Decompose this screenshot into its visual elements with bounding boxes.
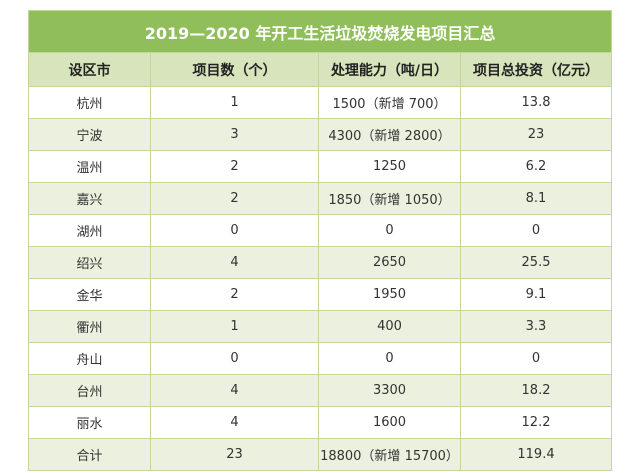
table-cell: 4 — [150, 374, 319, 407]
table-cell: 1250 — [318, 150, 461, 183]
table-row: 宁波 3 4300（新增 2800） 23 — [28, 118, 613, 151]
table-cell: 温州 — [28, 150, 151, 183]
table-row: 丽水 4 1600 12.2 — [28, 406, 613, 439]
table-cell: 衢州 — [28, 310, 151, 343]
table-cell: 12.2 — [459, 406, 613, 439]
table-cell: 4 — [150, 246, 319, 279]
table-cell: 0 — [150, 214, 319, 247]
table-cell: 13.8 — [459, 86, 613, 119]
table-cell: 23 — [150, 438, 319, 471]
table-cell: 合计 — [28, 438, 151, 471]
table-cell: 丽水 — [28, 406, 151, 439]
table-row: 绍兴 4 2650 25.5 — [28, 246, 613, 279]
table-cell: 0 — [150, 342, 319, 375]
table-cell: 金华 — [28, 278, 151, 311]
table-cell: 1 — [150, 86, 319, 119]
table-cell: 湖州 — [28, 214, 151, 247]
table-cell: 9.1 — [459, 278, 613, 311]
table-cell: 2650 — [318, 246, 461, 279]
table-cell: 1950 — [318, 278, 461, 311]
summary-table: 2019—2020 年开工生活垃圾焚烧发电项目汇总 设区市 项目数（个） 处理能力（… — [27, 10, 613, 471]
table-cell: 1 — [150, 310, 319, 343]
table-row: 合计 23 18800（新增 15700） 119.4 — [28, 438, 613, 471]
header-cell: 项目数（个） — [150, 52, 319, 87]
table-cell: 400 — [318, 310, 461, 343]
table-cell: 舟山 — [28, 342, 151, 375]
table-row: 杭州 1 1500（新增 700） 13.8 — [28, 86, 613, 119]
table-cell: 4 — [150, 406, 319, 439]
table-row: 台州 4 3300 18.2 — [28, 374, 613, 407]
table-cell: 1600 — [318, 406, 461, 439]
table-cell: 3300 — [318, 374, 461, 407]
table-title: 2019—2020 年开工生活垃圾焚烧发电项目汇总 — [27, 10, 613, 53]
table-cell: 0 — [459, 342, 613, 375]
table-cell: 3 — [150, 118, 319, 151]
table-cell: 2 — [150, 182, 319, 215]
header-cell: 处理能力（吨/日） — [318, 52, 461, 87]
header-cell: 项目总投资（亿元） — [459, 52, 613, 87]
table-row: 舟山 0 0 0 — [28, 342, 613, 375]
table-cell: 宁波 — [28, 118, 151, 151]
table-cell: 119.4 — [459, 438, 613, 471]
header-cell: 设区市 — [28, 52, 151, 87]
table-cell: 8.1 — [459, 182, 613, 215]
table-cell: 绍兴 — [28, 246, 151, 279]
table-cell: 18.2 — [459, 374, 613, 407]
table-row: 衢州 1 400 3.3 — [28, 310, 613, 343]
header-row: 设区市 项目数（个） 处理能力（吨/日） 项目总投资（亿元） — [28, 52, 613, 87]
table-cell: 2 — [150, 278, 319, 311]
table-cell: 0 — [318, 214, 461, 247]
table-cell: 嘉兴 — [28, 182, 151, 215]
table-cell: 2 — [150, 150, 319, 183]
table-row: 湖州 0 0 0 — [28, 214, 613, 247]
table-row: 金华 2 1950 9.1 — [28, 278, 613, 311]
table-cell: 1850（新增 1050） — [318, 182, 461, 215]
table-container: 2019—2020 年开工生活垃圾焚烧发电项目汇总 设区市 项目数（个） 处理能力（… — [27, 10, 613, 471]
table-cell: 18800（新增 15700） — [318, 438, 461, 471]
table-cell: 4300（新增 2800） — [318, 118, 461, 151]
table-cell: 1500（新增 700） — [318, 86, 461, 119]
table-cell: 0 — [459, 214, 613, 247]
table-row: 温州 2 1250 6.2 — [28, 150, 613, 183]
table-cell: 台州 — [28, 374, 151, 407]
table-cell: 0 — [318, 342, 461, 375]
table-cell: 6.2 — [459, 150, 613, 183]
table-cell: 25.5 — [459, 246, 613, 279]
table-cell: 杭州 — [28, 86, 151, 119]
table-cell: 23 — [459, 118, 613, 151]
table-cell: 3.3 — [459, 310, 613, 343]
table-row: 嘉兴 2 1850（新增 1050） 8.1 — [28, 182, 613, 215]
